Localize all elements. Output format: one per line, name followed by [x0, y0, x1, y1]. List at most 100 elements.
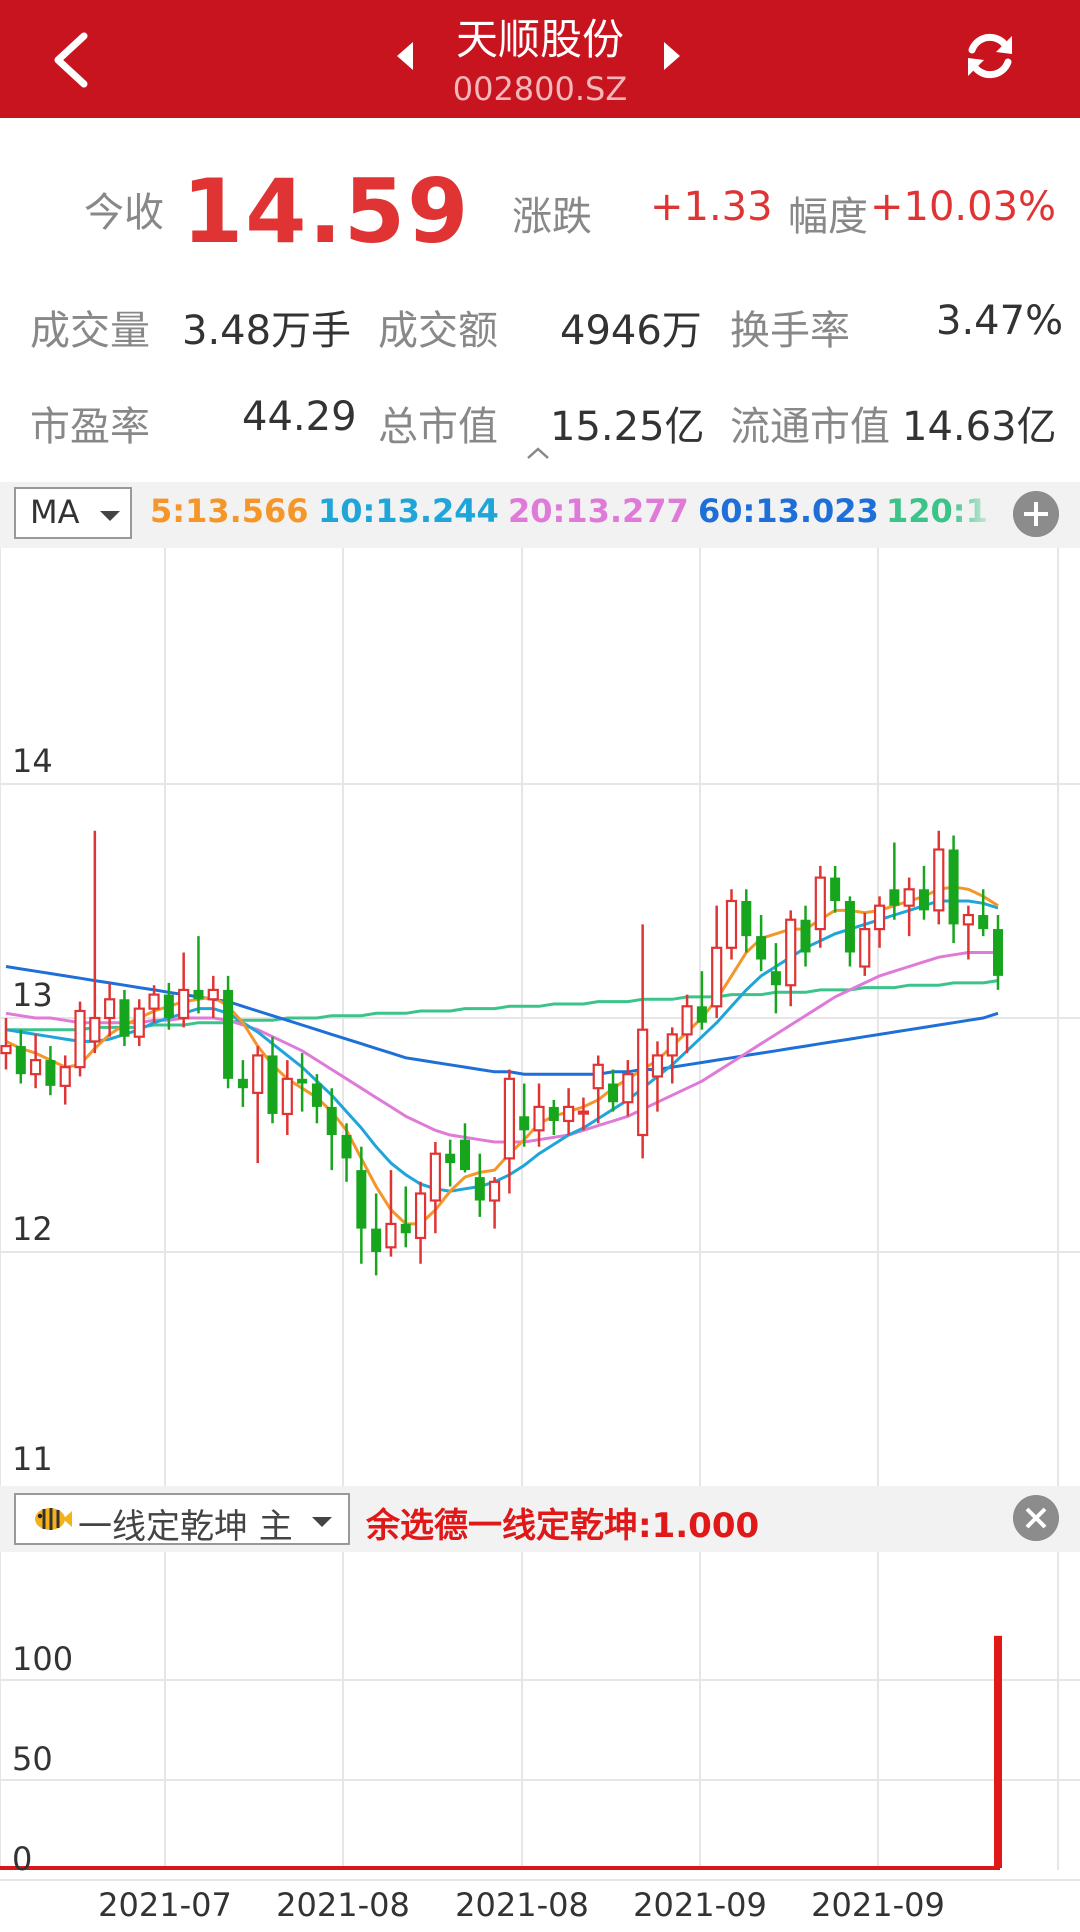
candle-body-down: [297, 1078, 308, 1084]
candle-body-up: [59, 1066, 71, 1087]
turnover-label: 换手率: [730, 308, 850, 354]
candle-body-down: [948, 849, 959, 925]
indicator-dropdown[interactable]: 一线定乾坤 主: [14, 1493, 350, 1547]
candle-body-down: [741, 901, 752, 937]
refresh-icon[interactable]: [960, 26, 1020, 86]
candle-body-down: [844, 901, 855, 953]
sub-y-tick-label: 50: [12, 1740, 53, 1778]
candle-body-up: [178, 988, 190, 1020]
candle-body-up: [563, 1105, 575, 1123]
float-cap-value: 14.63亿: [902, 404, 1057, 450]
y-tick-label: 14: [12, 742, 53, 780]
candle-body-up: [252, 1054, 264, 1094]
candle-body-up: [681, 1005, 693, 1036]
x-axis-date-label: 2021-08: [276, 1886, 410, 1924]
market-cap-value: 15.25亿: [550, 404, 705, 450]
candle-body-up: [30, 1059, 42, 1076]
change-label: 涨跌: [512, 194, 592, 240]
candle-body-up: [74, 1009, 86, 1069]
close-icon[interactable]: [1013, 1495, 1059, 1541]
candle-body-up: [104, 998, 116, 1020]
candle-body-down: [326, 1106, 337, 1135]
candlestick-chart[interactable]: 14 13 12 11: [0, 548, 1080, 1486]
ma-type-dropdown[interactable]: MA: [14, 487, 132, 539]
pe-value: 44.29: [242, 394, 357, 440]
indicator-value: 余选德一线定乾坤:1.000: [366, 1506, 760, 1546]
volume-label: 成交量: [30, 308, 150, 354]
previous-stock-icon[interactable]: [395, 38, 415, 74]
sub-y-tick-label: 0: [12, 1840, 32, 1878]
change-value: +1.33: [650, 184, 773, 230]
candle-body-down: [918, 889, 929, 911]
ma120-line: [6, 979, 999, 1032]
candle-body-down: [311, 1083, 322, 1107]
next-stock-icon[interactable]: [662, 38, 682, 74]
candle-body-up: [89, 1016, 101, 1043]
candle-body-down: [548, 1106, 559, 1121]
candle-body-up: [0, 1044, 12, 1055]
volume-value: 3.48万手: [182, 308, 352, 354]
turnover-value: 3.47%: [936, 298, 1064, 344]
candle-body-down: [193, 989, 204, 1000]
ma20-line: [5, 951, 998, 1144]
ma-indicator-bar: MA 5:13.566 10:13.244 20:13.277 60:13.02…: [0, 482, 1080, 548]
chart-grid: [0, 548, 1080, 1486]
candle-body-up: [148, 993, 160, 1010]
candle-body-down: [223, 989, 234, 1079]
ma60-value: 60:13.023: [698, 492, 879, 530]
sub-y-axis-ticks: 100 50 0: [12, 1640, 73, 1878]
candle-body-down: [770, 971, 781, 986]
candle-body-up: [903, 888, 915, 907]
float-cap-label: 流通市值: [730, 404, 890, 450]
candle-body-down: [400, 1223, 411, 1234]
candle-body-down: [608, 1083, 619, 1103]
close-price: 14.59: [182, 160, 471, 263]
fish-icon: [35, 1508, 72, 1530]
candle-body-up: [622, 1073, 634, 1104]
add-indicator-icon[interactable]: [1013, 491, 1059, 537]
ma20-value: 20:13.277: [508, 492, 689, 530]
chevron-down-icon: [312, 1517, 332, 1527]
collapse-caret-icon[interactable]: [526, 446, 550, 460]
candle-body-up: [207, 988, 219, 1001]
candles: [0, 830, 1003, 1276]
candle-body-up: [592, 1063, 604, 1090]
candle-body-up: [651, 1054, 664, 1078]
chevron-down-icon: [100, 511, 120, 521]
candle-body-down: [237, 1078, 248, 1089]
change-percent-value: +10.03%: [870, 184, 1057, 230]
candle-body-down: [830, 877, 841, 901]
candle-body-up: [385, 1222, 397, 1249]
ma60-line: [5, 965, 999, 1076]
ma5-value: 5:13.566: [150, 492, 309, 530]
candle-body-down: [45, 1060, 56, 1086]
pe-label: 市盈率: [30, 404, 150, 450]
y-axis-ticks: 14 13 12 11: [12, 742, 53, 1478]
candle-body-down: [459, 1139, 470, 1171]
candle-body-up: [725, 899, 738, 949]
candle-body-up: [859, 927, 871, 968]
candle-body-down: [119, 999, 130, 1037]
x-axis-date-label: 2021-09: [633, 1886, 767, 1924]
candle-body-down: [696, 1006, 707, 1023]
candle-body-up: [281, 1077, 293, 1116]
x-axis-date-label: 2021-07: [98, 1886, 232, 1924]
sub-indicator-bar: 一线定乾坤 主 余选德一线定乾坤:1.000: [0, 1486, 1080, 1552]
candle-body-up: [711, 946, 723, 1008]
amount-value: 4946万: [560, 308, 702, 354]
candle-body-down: [756, 936, 767, 960]
candle-body-up: [873, 904, 886, 931]
indicator-name: 一线定乾坤 主: [78, 1507, 293, 1547]
x-axis-date-label: 2021-09: [811, 1886, 945, 1924]
ma10-value: 10:13.244: [318, 492, 499, 530]
candle-body-down: [474, 1177, 485, 1201]
back-arrow-icon[interactable]: [34, 20, 114, 100]
x-axis-date-label: 2021-08: [455, 1886, 589, 1924]
candle-body-up: [429, 1152, 441, 1202]
sub-chart-grid: [0, 1552, 1080, 1881]
market-cap-label: 总市值: [378, 404, 498, 450]
ma-type-label: MA: [30, 493, 80, 531]
y-tick-label: 13: [12, 976, 53, 1014]
candle-body-down: [371, 1228, 382, 1252]
